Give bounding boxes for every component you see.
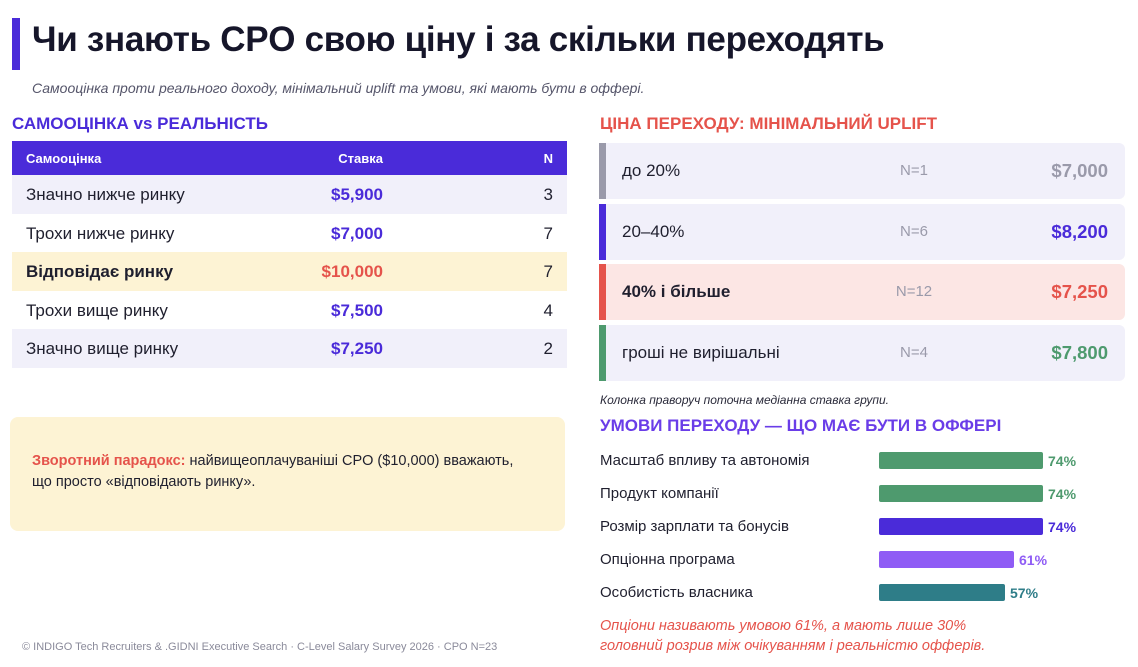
condition-bar-track: 74% (879, 518, 1100, 535)
condition-percent: 74% (1048, 486, 1077, 502)
row-rate: $10,000 (321, 262, 383, 282)
section-heading-self-assessment: САМООЦІНКА vs РЕАЛЬНІСТЬ (12, 114, 268, 133)
paradox-callout: Зворотний парадокс: найвищеоплачуваніші … (10, 417, 565, 531)
condition-item: Масштаб впливу та автономія 74% (600, 451, 1100, 471)
row-rate: $7,000 (331, 223, 383, 243)
condition-label: Масштаб впливу та автономія (600, 452, 810, 469)
row-n: 3 (543, 185, 553, 204)
condition-percent: 74% (1048, 453, 1077, 469)
row-label: Значно вище ринку (26, 339, 179, 359)
page-subtitle: Самооцінка проти реального доходу, мінім… (32, 80, 645, 96)
uplift-row: гроші не вирішальні N=4 $7,800 (599, 325, 1125, 381)
column-header-self-assessment: Самооцінка (26, 151, 102, 166)
condition-percent: 74% (1048, 519, 1077, 535)
self-assessment-table: Самооцінка Ставка N Значно нижче ринку $… (12, 141, 567, 368)
conditions-note-line1: Опціони називають умовою 61%, а мають ли… (600, 618, 967, 634)
row-label: Відповідає ринку (26, 262, 174, 282)
condition-item: Особистість власника 57% (600, 583, 1100, 603)
uplift-row: до 20% N=1 $7,000 (599, 143, 1125, 199)
uplift-n: N=1 (900, 162, 928, 179)
uplift-row-edge (599, 204, 606, 260)
uplift-n: N=12 (895, 283, 933, 300)
uplift-row-edge (599, 325, 606, 381)
table-row: Трохи нижче ринку $7,000 7 (12, 213, 567, 253)
table-header: Самооцінка Ставка N (12, 141, 567, 175)
row-n: 2 (543, 339, 553, 359)
uplift-row-highlighted: 40% і більше N=12 $7,250 (599, 264, 1125, 320)
uplift-label: 40% і більше (622, 282, 731, 301)
condition-percent: 61% (1019, 552, 1048, 568)
paradox-body: найвищеоплачуваніші CPO ($10,000) вважаю… (32, 453, 514, 490)
conditions-note-line2: головний розрив між очікуванням і реальн… (600, 638, 986, 654)
page-title: Чи знають CPO свою ціну і за скільки пер… (32, 20, 885, 59)
condition-label: Опціонна програма (600, 551, 735, 568)
table-row-highlighted: Відповідає ринку $10,000 7 (12, 252, 567, 291)
uplift-price: $7,250 (1051, 281, 1108, 302)
row-label: Трохи нижче ринку (26, 223, 175, 243)
uplift-note: Колонка праворуч поточна медіанна ставка… (600, 393, 889, 407)
uplift-row-edge (599, 143, 606, 199)
row-n: 7 (543, 262, 553, 282)
paradox-lead: Зворотний парадокс: (32, 453, 186, 469)
footer-credits: © INDIGO Tech Recruiters & .GIDNI Execut… (22, 641, 498, 653)
condition-bar (879, 551, 1014, 568)
table-row: Значно вище ринку $7,250 2 (12, 329, 567, 368)
condition-bar-track: 61% (879, 551, 1100, 568)
condition-item: Продукт компанії 74% (600, 484, 1100, 504)
row-label: Трохи вище ринку (26, 300, 168, 320)
title-accent-bar (12, 18, 20, 70)
condition-bar-track: 74% (879, 485, 1100, 502)
uplift-label: гроші не вирішальні (622, 343, 780, 362)
uplift-n: N=4 (900, 344, 928, 361)
paradox-text: Зворотний парадокс: найвищеоплачуваніші … (32, 451, 532, 493)
condition-bar-track: 57% (879, 584, 1100, 601)
uplift-label: до 20% (622, 161, 681, 180)
conditions-note: Опціони називають умовою 61%, а мають ли… (600, 616, 985, 656)
condition-item: Розмір зарплати та бонусів 74% (600, 517, 1100, 537)
row-rate: $5,900 (331, 185, 383, 204)
uplift-label: 20–40% (622, 222, 685, 241)
table-row: Трохи вище ринку $7,500 4 (12, 290, 567, 330)
condition-label: Особистість власника (600, 584, 753, 601)
uplift-price: $7,000 (1051, 160, 1108, 181)
uplift-price: $8,200 (1051, 221, 1108, 242)
condition-bar (879, 452, 1043, 469)
column-header-n: N (543, 151, 553, 166)
condition-bar (879, 485, 1043, 502)
condition-label: Продукт компанії (600, 485, 719, 502)
condition-percent: 57% (1010, 585, 1039, 601)
section-heading-uplift: ЦІНА ПЕРЕХОДУ: МІНІМАЛЬНИЙ UPLIFT (600, 114, 938, 133)
table-row: Значно нижче ринку $5,900 3 (12, 175, 567, 214)
row-label: Значно нижче ринку (26, 185, 185, 204)
row-rate: $7,500 (331, 300, 383, 320)
section-heading-conditions: УМОВИ ПЕРЕХОДУ — ЩО МАЄ БУТИ В ОФФЕРІ (600, 416, 1002, 435)
condition-bar (879, 584, 1005, 601)
uplift-row: 20–40% N=6 $8,200 (599, 204, 1125, 260)
condition-label: Розмір зарплати та бонусів (600, 518, 789, 535)
row-n: 4 (543, 300, 553, 320)
row-n: 7 (543, 223, 553, 243)
uplift-n: N=6 (900, 223, 928, 240)
uplift-price: $7,800 (1051, 342, 1108, 363)
column-header-rate: Ставка (338, 151, 383, 166)
row-rate: $7,250 (331, 339, 383, 359)
uplift-row-edge (599, 264, 606, 320)
condition-bar (879, 518, 1043, 535)
condition-bar-track: 74% (879, 452, 1100, 469)
condition-item: Опціонна програма 61% (600, 550, 1100, 570)
